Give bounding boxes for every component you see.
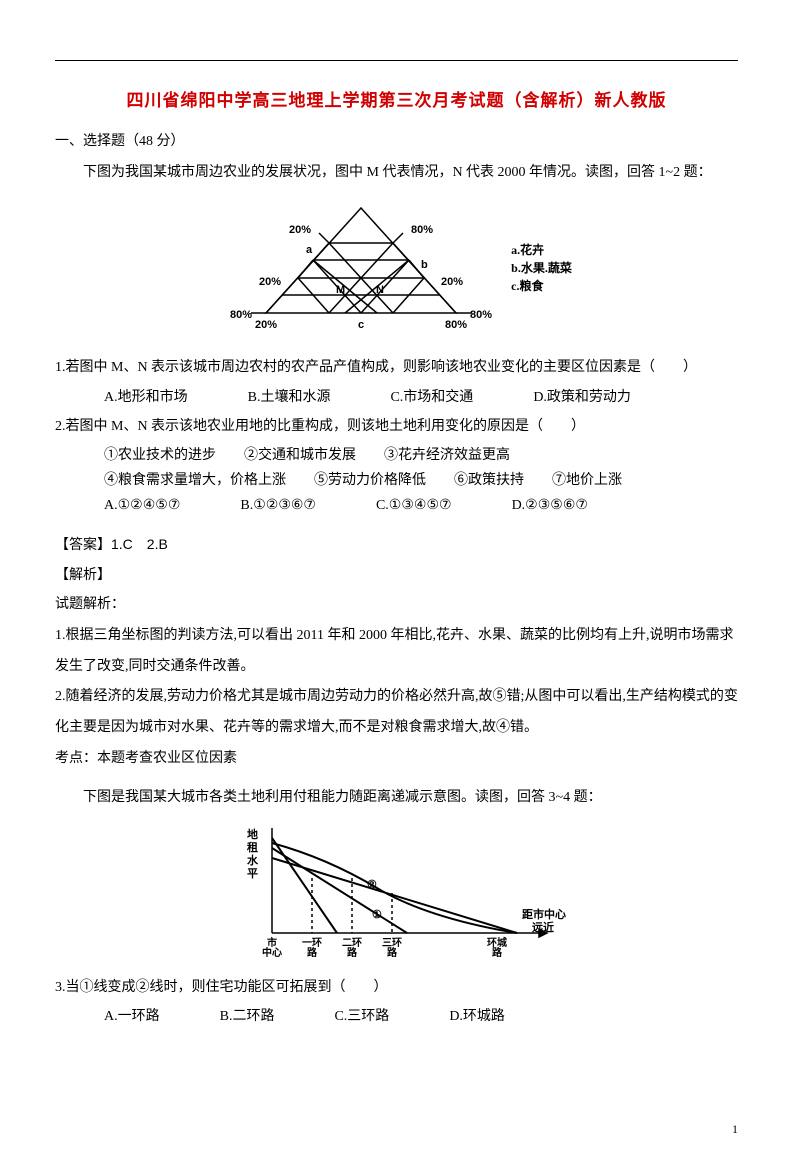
- svg-text:N: N: [376, 284, 384, 296]
- svg-text:20%: 20%: [255, 319, 277, 331]
- fig2-xlabel-r2: 远近: [532, 920, 554, 934]
- svg-text:②: ②: [367, 879, 377, 891]
- question-1-options: A.地形和市场 B.土壤和水源 C.市场和交通 D.政策和劳动力: [104, 385, 738, 410]
- svg-text:b: b: [421, 259, 428, 271]
- question-2-items-1: ①农业技术的进步 ②交通和城市发展 ③花卉经济效益更高: [104, 443, 738, 468]
- svg-text:①: ①: [372, 909, 382, 921]
- analysis-subheading: 试题解析：: [55, 590, 738, 621]
- svg-text:20%: 20%: [441, 276, 463, 288]
- q1-opt-d: D.政策和劳动力: [533, 385, 631, 410]
- q2-opt-c: C.①③④⑤⑦: [376, 493, 452, 518]
- fig2-ylabel-4: 平: [247, 867, 258, 880]
- fig2-ylabel-3: 水: [247, 853, 259, 867]
- section-heading: 一、选择题（48 分）: [55, 129, 738, 154]
- svg-text:80%: 80%: [470, 309, 492, 321]
- svg-text:20%: 20%: [289, 224, 311, 236]
- q3-opt-b: B.二环路: [220, 1004, 275, 1029]
- q1-opt-b: B.土壤和水源: [248, 385, 331, 410]
- q3-opt-d: D.环城路: [449, 1004, 505, 1029]
- q2-opt-b: B.①②③⑥⑦: [240, 493, 316, 518]
- answer-text: 【答案】1.C 2.B: [55, 529, 738, 560]
- svg-text:a: a: [306, 244, 313, 256]
- fig2-xlabel-r1: 距市中心: [522, 907, 566, 921]
- intro-text-1: 下图为我国某城市周边农业的发展状况，图中 M 代表情况，N 代表 2000 年情…: [55, 160, 738, 185]
- svg-text:80%: 80%: [230, 309, 252, 321]
- question-1: 1.若图中 M、N 表示该城市周边农村的农产品产值构成，则影响该地农业变化的主要…: [55, 355, 738, 380]
- q2-opt-d: D.②③⑤⑥⑦: [512, 493, 588, 518]
- svg-text:20%: 20%: [259, 276, 281, 288]
- intro-text-2: 下图是我国某大城市各类土地利用付租能力随距离递减示意图。读图，回答 3~4 题：: [55, 785, 738, 810]
- svg-text:80%: 80%: [411, 224, 433, 236]
- answer-block: 【答案】1.C 2.B 【解析】 试题解析： 1.根据三角坐标图的判读方法,可以…: [55, 529, 738, 775]
- svg-text:c: c: [358, 319, 364, 331]
- fig2-ylabel-2: 租: [247, 841, 258, 854]
- analysis-heading: 【解析】: [55, 559, 738, 590]
- svg-text:中心: 中心: [262, 946, 282, 958]
- analysis-1: 1.根据三角坐标图的判读方法,可以看出 2011 年和 2000 年相比,花卉、…: [55, 621, 738, 683]
- q2-opt-a: A.①②④⑤⑦: [104, 493, 180, 518]
- svg-text:路: 路: [347, 946, 358, 958]
- q1-opt-c: C.市场和交通: [390, 385, 473, 410]
- svg-text:路: 路: [307, 946, 318, 958]
- q3-opt-a: A.一环路: [104, 1004, 160, 1029]
- question-2-options: A.①②④⑤⑦ B.①②③⑥⑦ C.①③④⑤⑦ D.②③⑤⑥⑦: [104, 493, 738, 518]
- figure-2: 地 租 水 平 ② ① 距市中心 远近 市中心 一环路 二环路 三环路 环城路: [55, 818, 738, 963]
- svg-text:M: M: [336, 284, 345, 296]
- svg-text:路: 路: [387, 946, 398, 958]
- fig2-ylabel-1: 地: [247, 827, 258, 841]
- q3-opt-c: C.三环路: [334, 1004, 389, 1029]
- question-2-items-2: ④粮食需求量增大，价格上涨 ⑤劳动力价格降低 ⑥政策扶持 ⑦地价上涨: [104, 468, 738, 493]
- figure-1: 20% 80% 20% 20% 20% 80% 80% 80% M N a b …: [55, 193, 738, 343]
- page-number: 1: [732, 1122, 738, 1137]
- question-3: 3.当①线变成②线时，则住宅功能区可拓展到（ ）: [55, 975, 738, 1000]
- svg-text:路: 路: [492, 946, 503, 958]
- svg-text:80%: 80%: [445, 319, 467, 331]
- figure-1-legend: a.花卉 b.水果.蔬菜 c.粮食: [511, 241, 572, 295]
- page-title: 四川省绵阳中学高三地理上学期第三次月考试题（含解析）新人教版: [55, 86, 738, 111]
- q1-opt-a: A.地形和市场: [104, 385, 188, 410]
- analysis-2: 2.随着经济的发展,劳动力价格尤其是城市周边劳动力的价格必然升高,故⑤错;从图中…: [55, 682, 738, 744]
- exam-point: 考点：本题考查农业区位因素: [55, 744, 738, 775]
- question-3-options: A.一环路 B.二环路 C.三环路 D.环城路: [104, 1004, 738, 1029]
- question-2: 2.若图中 M、N 表示该地农业用地的比重构成，则该地土地利用变化的原因是（ ）: [55, 414, 738, 439]
